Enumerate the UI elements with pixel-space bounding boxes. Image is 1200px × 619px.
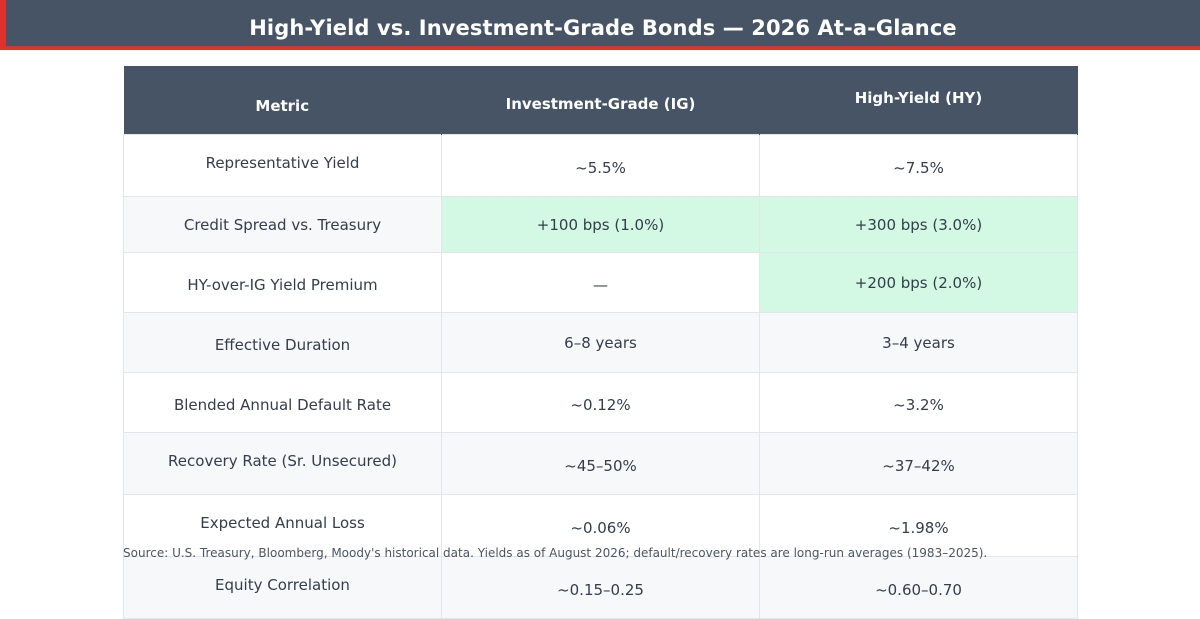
metric-cell: Effective Duration <box>123 312 442 373</box>
table-header-row: Metric Investment-Grade (IG) High-Yield … <box>123 66 1078 135</box>
hy-value-cell: +200 bps (2.0%) <box>759 252 1078 313</box>
column-header-ig: Investment-Grade (IG) <box>441 66 760 135</box>
ig-value-cell: ~45–50% <box>441 432 760 495</box>
ig-value-cell: 6–8 years <box>441 312 760 373</box>
ig-value-cell: ~0.15–0.25 <box>441 556 760 619</box>
hy-value-cell: ~0.60–0.70 <box>759 556 1078 619</box>
column-header-hy: High-Yield (HY) <box>759 66 1078 135</box>
hy-value-cell: ~7.5% <box>759 134 1078 197</box>
metric-cell: Credit Spread vs. Treasury <box>123 196 442 253</box>
hy-value-cell: ~3.2% <box>759 372 1078 433</box>
title-bar: High-Yield vs. Investment-Grade Bonds — … <box>0 0 1200 50</box>
table-row: Credit Spread vs. Treasury +100 bps (1.0… <box>123 196 1078 253</box>
hy-value-cell: ~37–42% <box>759 432 1078 495</box>
ig-value-cell: ~5.5% <box>441 134 760 197</box>
table-row: Blended Annual Default Rate ~0.12% ~3.2% <box>123 372 1078 433</box>
metric-cell: Representative Yield <box>123 134 442 197</box>
column-header-metric: Metric <box>123 66 442 135</box>
table-row: Effective Duration 6–8 years 3–4 years <box>123 312 1078 373</box>
metric-cell: Equity Correlation <box>123 556 442 619</box>
table-row: Recovery Rate (Sr. Unsecured) ~45–50% ~3… <box>123 432 1078 495</box>
comparison-table: Metric Investment-Grade (IG) High-Yield … <box>123 66 1078 619</box>
table-row: Representative Yield ~5.5% ~7.5% <box>123 134 1078 197</box>
table-row: HY-over-IG Yield Premium — +200 bps (2.0… <box>123 252 1078 313</box>
ig-value-cell: — <box>441 252 760 313</box>
ig-value-cell: ~0.12% <box>441 372 760 433</box>
ig-value-cell: +100 bps (1.0%) <box>441 196 760 253</box>
metric-cell: Recovery Rate (Sr. Unsecured) <box>123 432 442 495</box>
metric-cell: Blended Annual Default Rate <box>123 372 442 433</box>
metric-cell: HY-over-IG Yield Premium <box>123 252 442 313</box>
page-title: High-Yield vs. Investment-Grade Bonds — … <box>249 16 957 40</box>
hy-value-cell: 3–4 years <box>759 312 1078 373</box>
table-row: Equity Correlation ~0.15–0.25 ~0.60–0.70 <box>123 556 1078 619</box>
source-note: Source: U.S. Treasury, Bloomberg, Moody'… <box>123 546 988 560</box>
hy-value-cell: +300 bps (3.0%) <box>759 196 1078 253</box>
metric-cell: Expected Annual Loss <box>123 494 442 557</box>
table-row: Expected Annual Loss ~0.06% ~1.98% <box>123 494 1078 557</box>
ig-value-cell: ~0.06% <box>441 494 760 557</box>
